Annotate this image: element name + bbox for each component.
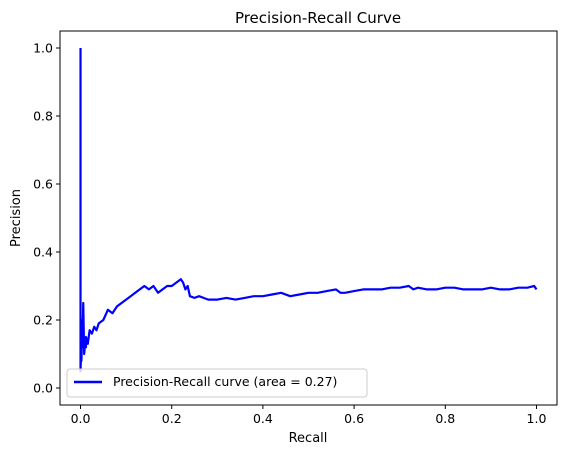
legend-label: Precision-Recall curve (area = 0.27) xyxy=(113,374,337,389)
y-tick-label: 0.0 xyxy=(33,381,53,396)
y-axis-ticks: 0.0 0.2 0.4 0.6 0.8 1.0 xyxy=(33,41,60,396)
y-tick-label: 0.6 xyxy=(33,177,53,192)
y-tick-label: 0.2 xyxy=(33,313,53,328)
x-axis-ticks: 0.0 0.2 0.4 0.6 0.8 1.0 xyxy=(71,405,547,426)
series-line-precision-recall xyxy=(79,48,538,373)
y-tick-label: 0.8 xyxy=(33,109,53,124)
y-axis-label: Precision xyxy=(9,189,24,247)
chart-title: Precision-Recall Curve xyxy=(235,9,401,27)
x-tick-label: 0.4 xyxy=(253,411,273,426)
x-tick-label: 1.0 xyxy=(527,411,547,426)
y-tick-label: 0.4 xyxy=(33,245,53,260)
x-tick-label: 0.6 xyxy=(344,411,364,426)
y-tick-label: 1.0 xyxy=(33,41,53,56)
plot-frame xyxy=(59,30,558,406)
x-tick-label: 0.0 xyxy=(71,411,91,426)
series-layer xyxy=(79,48,538,373)
x-axis-label: Recall xyxy=(289,431,328,446)
x-tick-label: 0.2 xyxy=(162,411,182,426)
legend: Precision-Recall curve (area = 0.27) xyxy=(66,368,368,398)
legend-box xyxy=(66,368,368,398)
x-tick-label: 0.8 xyxy=(435,411,455,426)
